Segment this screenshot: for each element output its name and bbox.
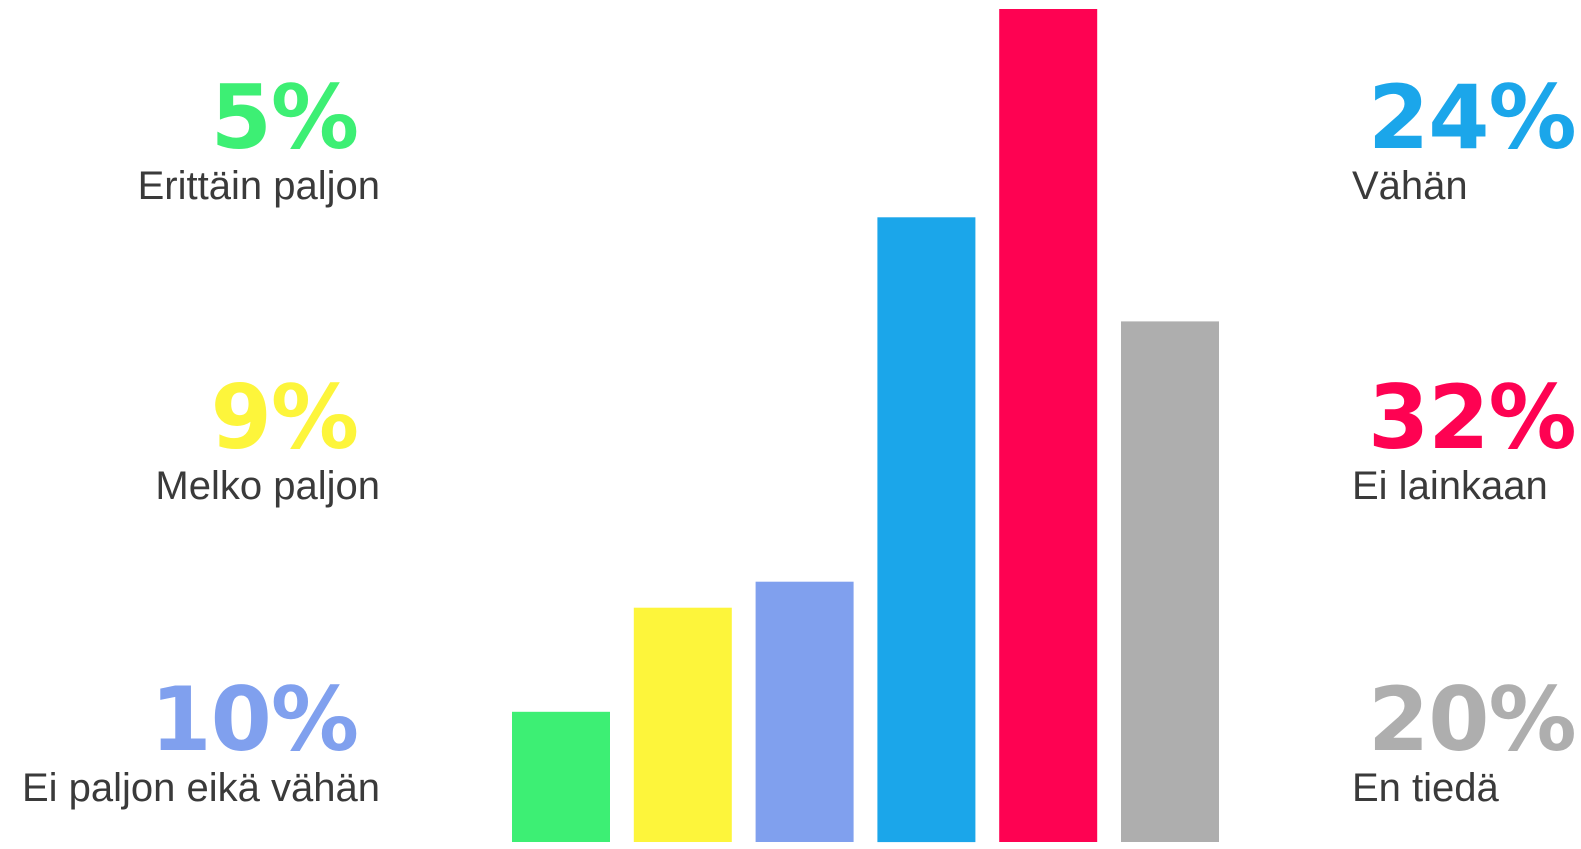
stat-ei-lainkaan: 32% Ei lainkaan <box>1352 370 1581 510</box>
value-label: 10% <box>150 668 359 771</box>
bar-ei-paljon-eika-vahan <box>755 581 854 842</box>
stat-en-tieda: 20% En tiedä <box>1352 672 1581 812</box>
stat-erittain-paljon: 5% Erittäin paljon <box>0 70 380 210</box>
category-label: Erittäin paljon <box>137 164 380 208</box>
value-label: 5% <box>210 66 359 169</box>
stat-ei-paljon-eika-vahan: 10% Ei paljon eikä vähän <box>0 672 380 812</box>
category-label: Ei lainkaan <box>1352 464 1548 508</box>
category-label: Melko paljon <box>155 464 380 508</box>
bar-ei-lainkaan <box>999 9 1098 842</box>
value-label: 32% <box>1368 366 1577 469</box>
bar-melko-paljon <box>633 607 732 842</box>
category-label: Vähän <box>1352 164 1468 208</box>
value-label: 9% <box>210 366 359 469</box>
bar-erittain-paljon <box>512 711 610 842</box>
value-label: 24% <box>1368 66 1577 169</box>
stat-vahan: 24% Vähän <box>1352 70 1581 210</box>
value-label: 20% <box>1368 668 1577 771</box>
category-label: En tiedä <box>1352 766 1499 810</box>
category-label: Ei paljon eikä vähän <box>21 766 380 810</box>
bar-vahan <box>877 217 976 843</box>
stat-melko-paljon: 9% Melko paljon <box>0 370 380 510</box>
bar-en-tieda <box>1121 321 1219 842</box>
